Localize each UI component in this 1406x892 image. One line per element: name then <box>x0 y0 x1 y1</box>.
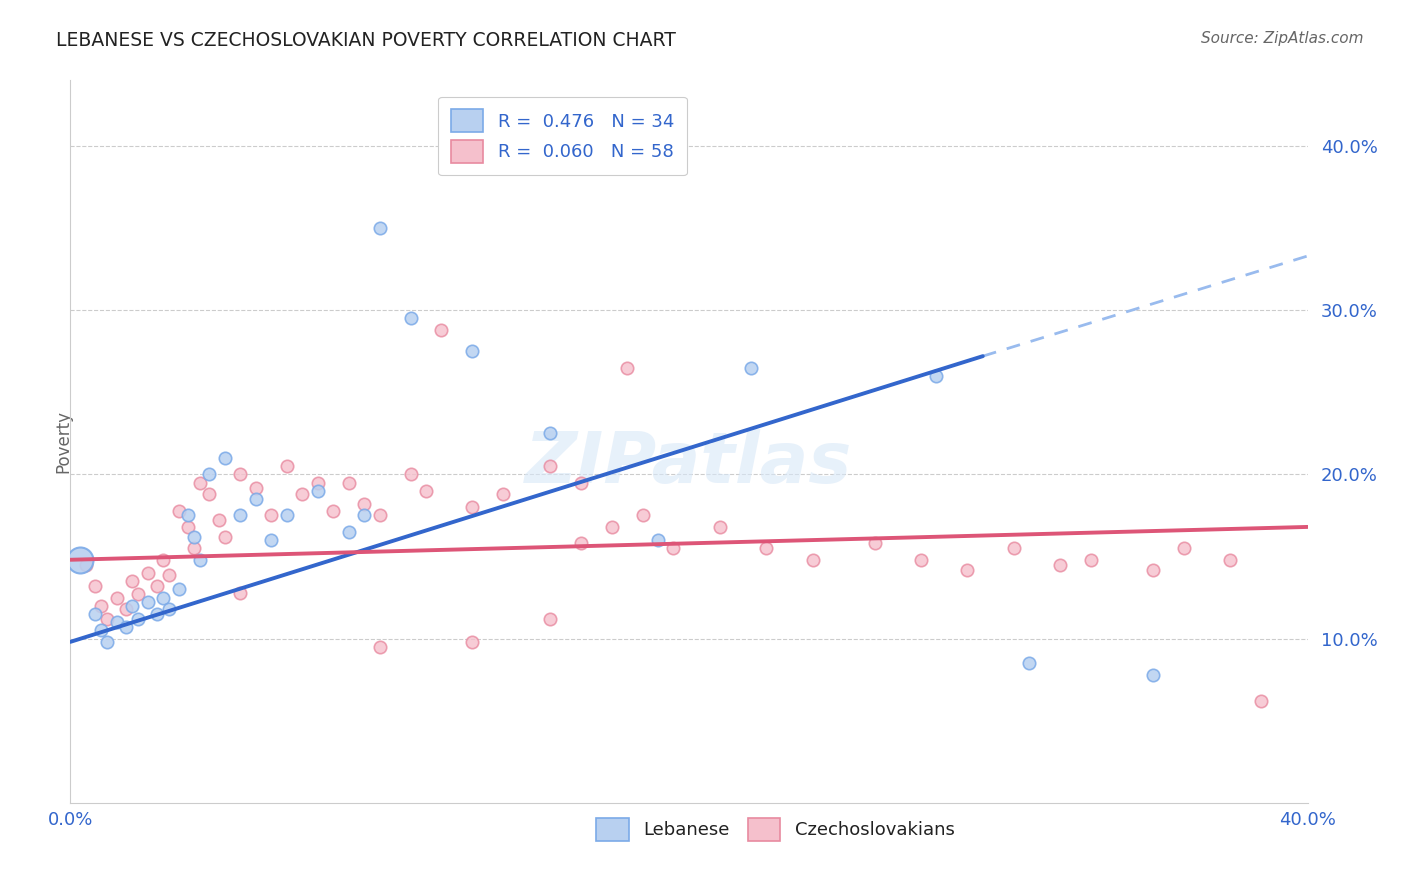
Point <box>198 467 221 482</box>
Point <box>538 426 561 441</box>
Point <box>801 553 824 567</box>
Point <box>167 582 190 597</box>
Point <box>322 503 344 517</box>
Point <box>1018 657 1040 671</box>
Point <box>245 481 267 495</box>
Point <box>188 475 211 490</box>
Point <box>146 607 169 621</box>
Point <box>1173 541 1195 556</box>
Point <box>229 508 252 523</box>
Point <box>368 508 391 523</box>
Point <box>307 483 329 498</box>
Point <box>616 360 638 375</box>
Point <box>177 508 200 523</box>
Point <box>1219 553 1241 567</box>
Point <box>368 221 391 235</box>
Point <box>1049 558 1071 572</box>
Point <box>75 558 97 572</box>
Point <box>276 508 298 523</box>
Point <box>183 541 205 556</box>
Point <box>461 500 484 515</box>
Point <box>229 585 252 599</box>
Text: LEBANESE VS CZECHOSLOVAKIAN POVERTY CORRELATION CHART: LEBANESE VS CZECHOSLOVAKIAN POVERTY CORR… <box>56 31 676 50</box>
Point <box>245 491 267 506</box>
Point <box>208 513 231 527</box>
Point <box>337 524 360 539</box>
Point <box>105 591 128 605</box>
Point <box>353 508 375 523</box>
Point <box>647 533 669 547</box>
Point <box>291 487 314 501</box>
Point <box>662 541 685 556</box>
Point <box>1080 553 1102 567</box>
Point <box>127 587 149 601</box>
Point <box>260 508 283 523</box>
Text: ZIPatlas: ZIPatlas <box>526 429 852 498</box>
Point <box>307 475 329 490</box>
Point <box>461 344 484 359</box>
Point <box>600 520 623 534</box>
Point <box>188 553 211 567</box>
Point <box>399 311 422 326</box>
Point <box>709 520 731 534</box>
Point <box>115 602 138 616</box>
Point <box>538 459 561 474</box>
Point <box>755 541 778 556</box>
Point <box>353 497 375 511</box>
Point <box>229 467 252 482</box>
Point <box>84 607 107 621</box>
Point <box>1250 694 1272 708</box>
Point <box>956 563 979 577</box>
Point <box>136 566 159 580</box>
Point <box>276 459 298 474</box>
Point <box>492 487 515 501</box>
Point <box>1142 667 1164 681</box>
Point <box>105 615 128 630</box>
Point <box>96 635 118 649</box>
Text: Source: ZipAtlas.com: Source: ZipAtlas.com <box>1201 31 1364 46</box>
Point <box>167 503 190 517</box>
Point <box>925 368 948 383</box>
Point <box>90 599 112 613</box>
Point <box>430 323 453 337</box>
Point <box>198 487 221 501</box>
Point <box>152 553 174 567</box>
Point <box>121 599 143 613</box>
Point <box>127 612 149 626</box>
Point <box>399 467 422 482</box>
Point <box>183 530 205 544</box>
Point <box>90 624 112 638</box>
Point <box>863 536 886 550</box>
Point <box>260 533 283 547</box>
Point <box>910 553 932 567</box>
Point <box>1142 563 1164 577</box>
Point <box>69 553 91 567</box>
Point <box>136 595 159 609</box>
Point <box>115 620 138 634</box>
Point <box>121 574 143 588</box>
Point <box>1002 541 1025 556</box>
Point <box>177 520 200 534</box>
Point <box>740 360 762 375</box>
Point <box>538 612 561 626</box>
Point <box>157 567 180 582</box>
Point <box>415 483 437 498</box>
Legend: Lebanese, Czechoslovakians: Lebanese, Czechoslovakians <box>589 810 962 848</box>
Point <box>368 640 391 654</box>
Point <box>84 579 107 593</box>
Point <box>146 579 169 593</box>
Point <box>214 450 236 465</box>
Point <box>569 475 592 490</box>
Point <box>461 635 484 649</box>
Point <box>337 475 360 490</box>
Point <box>631 508 654 523</box>
Point <box>96 612 118 626</box>
Point <box>152 591 174 605</box>
Point <box>157 602 180 616</box>
Point <box>214 530 236 544</box>
Point <box>569 536 592 550</box>
Y-axis label: Poverty: Poverty <box>55 410 72 473</box>
